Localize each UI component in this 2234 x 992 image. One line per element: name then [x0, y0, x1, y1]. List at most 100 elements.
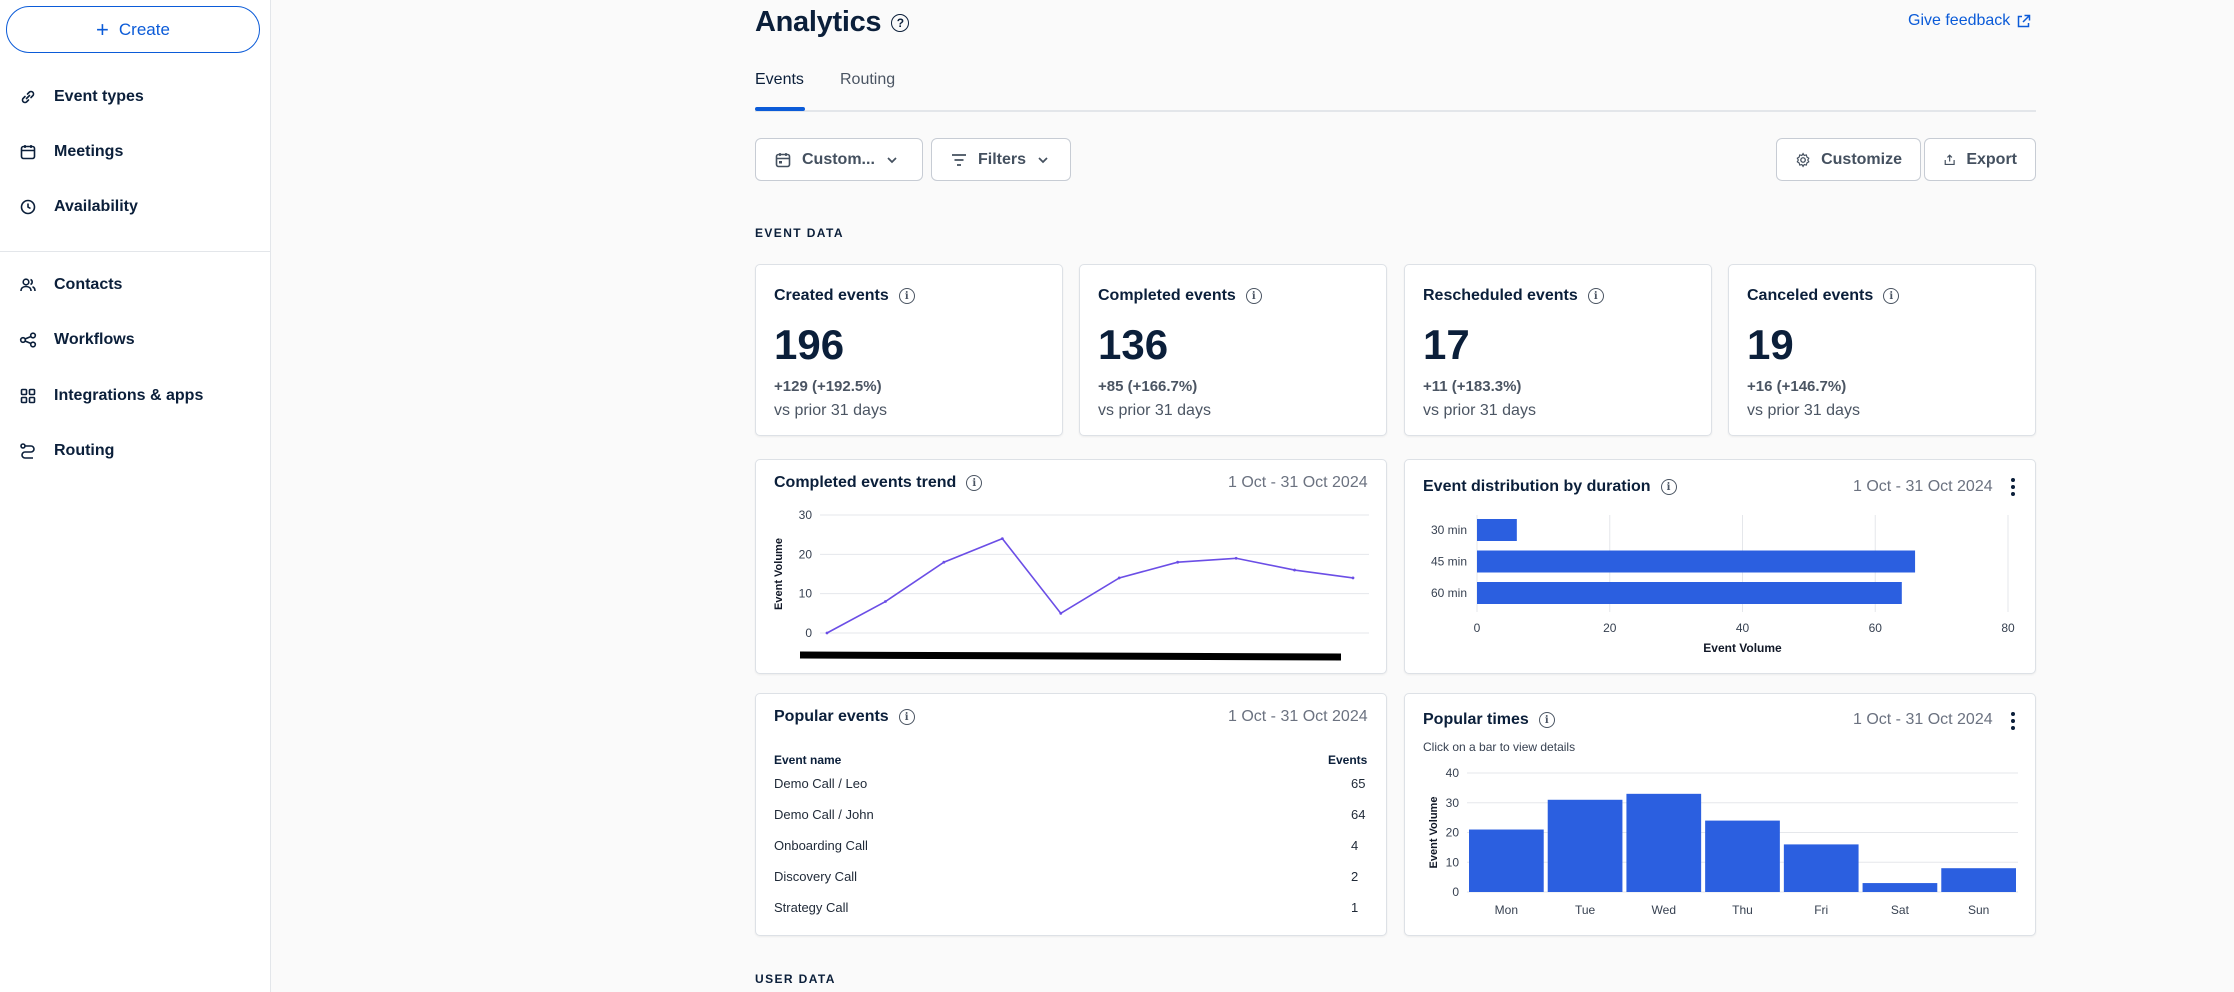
table-row[interactable]: Onboarding Call 4: [774, 838, 1374, 869]
info-icon[interactable]: i: [1587, 288, 1604, 304]
stat-title: Canceled events i: [1747, 287, 1900, 305]
calendar-icon: [775, 152, 791, 167]
x-tick-label: Wed: [1652, 903, 1676, 917]
tab-label: Events: [755, 71, 804, 88]
stat-comparison: vs prior 31 days: [1098, 402, 1211, 419]
export-button[interactable]: Export: [1924, 138, 2036, 181]
stat-value: 19: [1747, 321, 1794, 368]
stat-comparison: vs prior 31 days: [774, 402, 887, 419]
bar: [1783, 844, 1859, 892]
section-event-data: EVENT DATA: [755, 226, 844, 240]
series-line: [826, 537, 1354, 634]
stat-comparison: vs prior 31 days: [1747, 402, 1860, 419]
table-row[interactable]: Demo Call / Leo 65: [774, 776, 1374, 807]
category-label: 30 min: [1431, 523, 1467, 537]
tab-routing[interactable]: Routing: [840, 71, 895, 89]
y-tick-label: 0: [1452, 885, 1459, 899]
event-count: 2: [1351, 869, 1359, 884]
create-label: Create: [118, 19, 170, 39]
category-label: 45 min: [1431, 555, 1467, 569]
info-icon[interactable]: i: [1883, 288, 1900, 304]
plus-icon: +: [96, 16, 109, 42]
stat-title-text: Created events: [774, 287, 889, 304]
bar: [1477, 550, 1916, 573]
info-icon[interactable]: i: [1245, 288, 1262, 304]
external-link-icon: [2018, 14, 2031, 27]
create-button[interactable]: + Create: [6, 6, 260, 53]
stat-comparison: vs prior 31 days: [1423, 402, 1536, 419]
card-title: Completed events trend i: [774, 474, 983, 492]
info-icon[interactable]: i: [898, 709, 915, 725]
bar: [1941, 868, 2016, 892]
data-point: [1000, 537, 1004, 540]
popular-times-card: Popular times i 1 Oct - 31 Oct 2024 Click…: [1404, 693, 2036, 936]
card-title-text: Completed events trend: [774, 474, 957, 491]
info-icon[interactable]: i: [1660, 479, 1677, 495]
info-icon[interactable]: i: [898, 288, 915, 304]
data-point: [1351, 576, 1355, 580]
x-tick-label: 60: [1869, 621, 1883, 635]
data-point: [1059, 611, 1063, 615]
duration-card: Event distribution by duration i 1 Oct - …: [1404, 459, 2036, 674]
column-header-event-name: Event name: [774, 753, 842, 767]
duration-chart: 0 20 40 60 80 30 min 45 min 60 min Event Volume: [1431, 515, 2015, 655]
x-tick-label: Mon: [1495, 903, 1518, 917]
trend-card: Completed events trend i 1 Oct - 31 Oct 2…: [755, 459, 1387, 674]
more-options-icon[interactable]: [2010, 712, 2016, 730]
give-feedback-link[interactable]: Give feedback: [1908, 12, 2031, 30]
help-icon[interactable]: ?: [891, 13, 910, 32]
customize-button[interactable]: Customize: [1776, 138, 1921, 181]
data-point: [1293, 568, 1296, 572]
event-count: 64: [1351, 807, 1366, 822]
x-tick-label: 0: [1474, 621, 1481, 635]
date-range-button[interactable]: Custom...: [755, 138, 923, 181]
more-options-icon[interactable]: [2010, 478, 2016, 496]
sidebar-item-label: Availability: [54, 198, 138, 215]
bar: [1477, 519, 1517, 541]
filters-button[interactable]: Filters: [931, 138, 1071, 181]
bar: [1705, 820, 1780, 892]
x-tick-label: Thu: [1732, 903, 1753, 917]
table-row[interactable]: Demo Call / John 64: [774, 807, 1374, 838]
sidebar-item-meetings[interactable]: Meetings: [0, 132, 271, 172]
tab-events[interactable]: Events: [755, 71, 804, 89]
event-count: 65: [1351, 776, 1366, 791]
tab-label: Routing: [840, 71, 896, 88]
stat-title-text: Rescheduled events: [1423, 287, 1578, 304]
y-tick-label: 20: [799, 547, 813, 561]
bar: [1862, 883, 1938, 892]
x-tick-label: Tue: [1575, 903, 1596, 917]
stat-title: Created events i: [774, 287, 915, 305]
card-title-text: Popular events: [774, 708, 889, 725]
sidebar-item-label: Routing: [54, 442, 115, 459]
card-date-range: 1 Oct - 31 Oct 2024: [1228, 474, 1368, 491]
x-tick-label: 80: [2001, 621, 2015, 635]
stat-title-text: Completed events: [1098, 287, 1236, 304]
bar: [1469, 829, 1544, 892]
table-row[interactable]: Discovery Call 2: [774, 869, 1374, 900]
info-icon[interactable]: i: [1538, 712, 1555, 728]
sidebar-item-availability[interactable]: Availability: [0, 187, 271, 227]
x-tick-label: 40: [1736, 621, 1750, 635]
data-point: [884, 600, 887, 603]
workflows-icon: [18, 330, 38, 350]
stat-value: 17: [1423, 321, 1470, 368]
bar: [1547, 799, 1623, 892]
card-title: Event distribution by duration i: [1423, 478, 1677, 496]
stat-delta: +16 (+146.7%): [1747, 378, 1847, 395]
gear-icon: [1796, 151, 1810, 168]
event-name: Discovery Call: [774, 869, 858, 884]
routing-icon: [18, 441, 38, 461]
chart-hint: Click on a bar to view details: [1423, 740, 1576, 754]
sidebar-item-routing[interactable]: Routing: [0, 431, 271, 471]
sidebar-item-integrations[interactable]: Integrations & apps: [0, 376, 271, 416]
info-icon[interactable]: i: [966, 475, 983, 491]
sidebar-item-contacts[interactable]: Contacts: [0, 265, 271, 305]
sidebar-item-label: Contacts: [54, 276, 123, 293]
table-row[interactable]: Strategy Call 1: [774, 900, 1374, 931]
card-date-range: 1 Oct - 31 Oct 2024: [1853, 711, 1993, 728]
sidebar-item-event-types[interactable]: Event types: [0, 77, 271, 117]
stat-delta: +129 (+192.5%): [774, 378, 882, 395]
stat-title-text: Canceled events: [1747, 287, 1874, 304]
sidebar-item-workflows[interactable]: Workflows: [0, 320, 271, 360]
